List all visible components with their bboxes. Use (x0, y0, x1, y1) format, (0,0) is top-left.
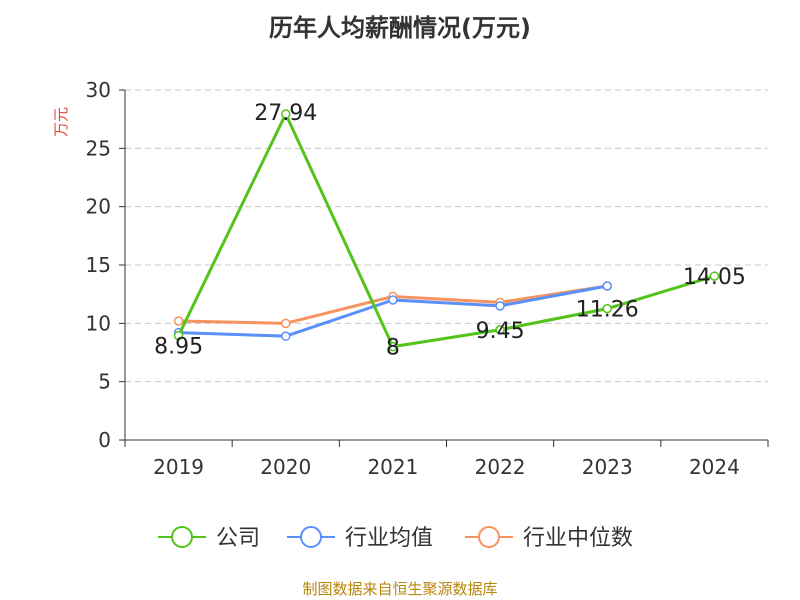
data-point (173, 330, 184, 341)
y-axis-label: 万元 (52, 107, 70, 137)
data-point (388, 295, 398, 305)
y-tick-label: 15 (86, 253, 111, 277)
x-tick-label: 2019 (153, 455, 204, 479)
data-point (388, 341, 398, 352)
data-point (281, 109, 291, 119)
y-tick-label: 30 (86, 78, 111, 102)
data-label: 14.05 (683, 265, 746, 290)
data-point (495, 301, 505, 311)
legend-marker (478, 526, 500, 548)
data-label: 8.95 (154, 335, 203, 360)
x-tick-label: 2023 (582, 455, 633, 479)
data-label: 8 (386, 336, 400, 361)
data-label: 27.94 (254, 101, 317, 126)
legend-label: 行业中位数 (523, 526, 633, 551)
legend-label: 公司 (216, 526, 260, 551)
data-label: 11.26 (576, 298, 639, 323)
x-tick-label: 2020 (260, 455, 311, 479)
legend-marker (300, 526, 322, 548)
x-tick-label: 2024 (689, 455, 740, 479)
series-line (177, 112, 715, 349)
data-point (281, 331, 291, 341)
legend-label: 行业均值 (345, 526, 433, 551)
y-tick-label: 10 (86, 311, 111, 335)
data-point (281, 318, 291, 329)
data-point (602, 281, 612, 291)
y-tick-label: 0 (98, 428, 111, 452)
y-tick-label: 20 (86, 195, 111, 219)
x-tick-label: 2021 (367, 455, 418, 479)
data-point (709, 271, 720, 281)
legend-marker (171, 526, 193, 548)
data-label: 9.45 (476, 319, 525, 344)
chart-title: 历年人均薪酬情况(万元) (269, 14, 531, 42)
y-tick-label: 5 (98, 370, 111, 394)
y-tick-label: 25 (86, 136, 111, 160)
source-note: 制图数据来自恒生聚源数据库 (302, 580, 498, 598)
x-tick-label: 2022 (475, 455, 526, 479)
data-point (495, 325, 505, 335)
data-point (173, 316, 184, 326)
data-point (602, 303, 612, 314)
